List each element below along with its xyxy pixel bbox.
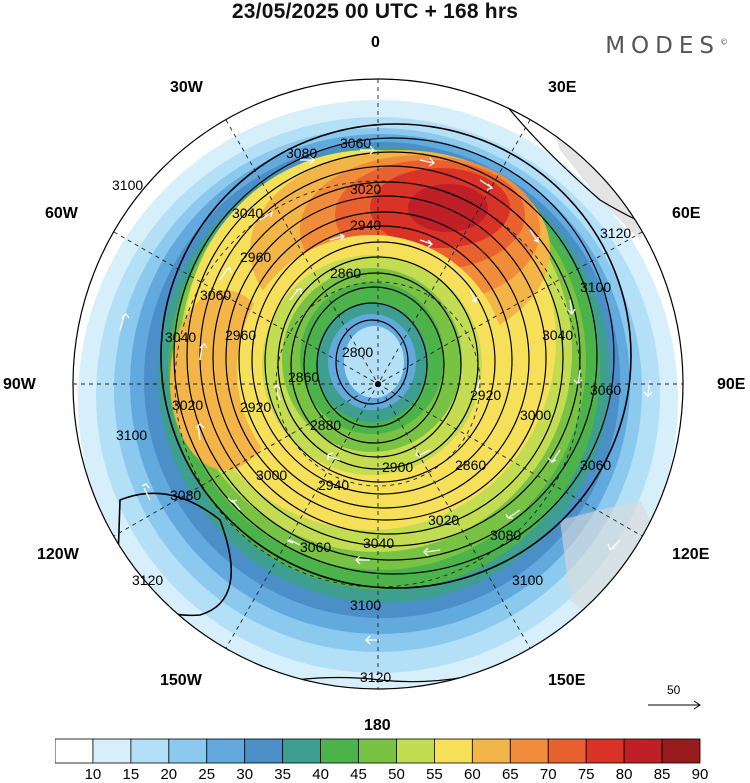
contour-label: 2900 xyxy=(382,459,413,475)
map-boundary xyxy=(72,78,684,690)
contour-label: 3060 xyxy=(200,287,231,303)
contour-label: 3100 xyxy=(512,572,543,588)
colorbar-tick-label: 20 xyxy=(160,766,178,783)
polar-map: 2800 3060 3080 3020 3040 3060 3040 3100 … xyxy=(72,78,701,710)
wind-scale xyxy=(648,700,701,710)
contour-label: 2960 xyxy=(240,249,271,265)
contour-label: 2940 xyxy=(318,477,349,493)
lon-label-60e: 60E xyxy=(672,205,701,222)
pole-marker xyxy=(375,381,381,387)
colorbar-tick-label: 30 xyxy=(236,766,254,783)
colorbar-swatch xyxy=(358,738,397,764)
colorbar-tick-label: 90 xyxy=(691,766,709,783)
contour-label: 3000 xyxy=(256,467,287,483)
contour-label: 3080 xyxy=(170,487,201,503)
contour-label: 2860 xyxy=(288,369,319,385)
contour-label: 3060 xyxy=(300,539,331,555)
colorbar-swatch xyxy=(320,738,359,764)
colorbar-swatch xyxy=(206,738,246,764)
contour-label: 3040 xyxy=(232,205,263,221)
contour-label: 3100 xyxy=(580,279,611,295)
contour-label: 3100 xyxy=(116,427,147,443)
colorbar-swatch xyxy=(471,738,511,764)
contour-label: 2860 xyxy=(330,265,361,281)
colorbar-tick-label: 85 xyxy=(653,766,671,783)
contour-label: 3100 xyxy=(112,177,143,193)
colorbar-tick-label: 40 xyxy=(312,766,329,783)
contour-label: 3120 xyxy=(360,669,391,685)
brand-logo: MODES© xyxy=(605,33,728,59)
colorbar-tick-label: 50 xyxy=(388,766,405,783)
colorbar-tick-label: 35 xyxy=(274,766,291,783)
colorbar-swatch xyxy=(55,738,94,764)
contour-label: 3080 xyxy=(286,145,317,161)
colorbar-swatch xyxy=(168,738,208,764)
colorbar-tick-label: 70 xyxy=(539,766,557,783)
colorbar-swatch xyxy=(509,738,549,764)
colorbar-tick-label: 80 xyxy=(615,766,633,783)
lon-label-0: 0 xyxy=(371,34,380,51)
colorbar-swatch xyxy=(434,738,473,764)
colorbar-tick-label: 75 xyxy=(577,766,595,783)
contour-label: 3040 xyxy=(165,329,196,345)
colorbar-tick-label: 60 xyxy=(464,766,481,783)
contour-label: 3020 xyxy=(172,397,203,413)
lon-label-150e: 150E xyxy=(548,672,586,689)
map-title: 23/05/2025 00 UTC + 168 hrs xyxy=(231,0,519,23)
wind-vectors xyxy=(119,145,653,645)
lon-label-180: 180 xyxy=(364,717,391,734)
colorbar-swatch xyxy=(92,738,132,764)
contour-labels: 2800 3060 3080 3020 3040 3060 3040 3100 … xyxy=(112,135,631,685)
contour-label: 3060 xyxy=(580,457,611,473)
contour-label: 3120 xyxy=(600,225,631,241)
lon-label-60w: 60W xyxy=(45,205,78,222)
contour-label: 3120 xyxy=(132,572,163,588)
colorbar-tick-label: 25 xyxy=(198,766,216,783)
contour-label: 3000 xyxy=(520,407,551,423)
colorbar-swatch xyxy=(585,738,625,764)
contour-label: 2800 xyxy=(342,344,373,360)
colorbar-swatch xyxy=(244,738,284,764)
colorbar-swatch xyxy=(282,738,321,764)
contour-label: 3040 xyxy=(363,535,394,551)
contour-label: 3020 xyxy=(350,181,381,197)
contour-label: 2940 xyxy=(350,217,381,233)
contour-label: 3020 xyxy=(428,512,459,528)
contour-label: 2960 xyxy=(225,327,256,343)
lon-label-90w: 90W xyxy=(3,376,36,393)
contour-label: 2920 xyxy=(470,387,501,403)
colorbar xyxy=(55,738,701,764)
contour-label: 3100 xyxy=(350,597,381,613)
lon-label-150w: 150W xyxy=(160,672,202,689)
contour-label: 3040 xyxy=(542,327,573,343)
lon-label-30w: 30W xyxy=(170,79,203,96)
colorbar-swatch xyxy=(130,738,170,764)
colorbar-tick-label: 10 xyxy=(84,766,102,783)
colorbar-tick-label: 55 xyxy=(426,766,443,783)
wind-scale-label: 50 xyxy=(667,683,681,697)
contour-label: 2920 xyxy=(240,399,271,415)
contour-label: 3060 xyxy=(340,135,371,151)
contour-label: 3060 xyxy=(590,382,621,398)
colorbar-tick-label: 45 xyxy=(350,766,367,783)
lon-label-30e: 30E xyxy=(548,79,577,96)
colorbar-swatch xyxy=(547,738,587,764)
colorbar-swatch xyxy=(661,738,701,764)
contour-label: 2880 xyxy=(310,417,341,433)
lon-label-90e: 90E xyxy=(717,376,746,393)
colorbar-tick-label: 15 xyxy=(122,766,140,783)
colorbar-swatch xyxy=(623,738,663,764)
colorbar-swatch xyxy=(396,738,435,764)
lon-label-120e: 120E xyxy=(672,546,710,563)
lon-label-120w: 120W xyxy=(37,546,79,563)
contour-label: 3080 xyxy=(490,527,521,543)
contour-label: 2860 xyxy=(455,457,486,473)
colorbar-tick-label: 65 xyxy=(501,766,519,783)
